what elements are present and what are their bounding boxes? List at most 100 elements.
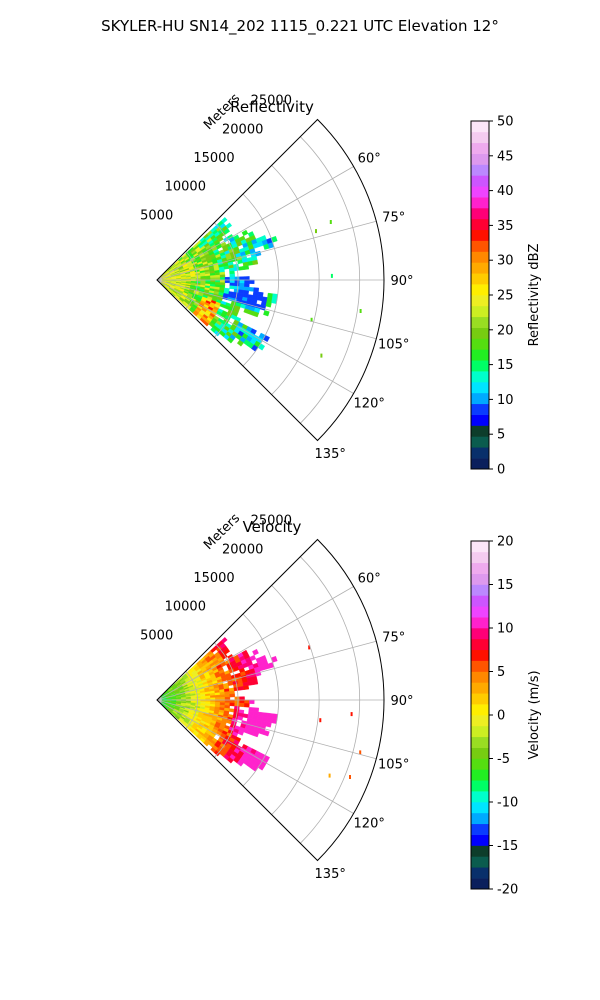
colorbar-tick-label: 20: [497, 323, 514, 338]
echo-cell: [247, 260, 254, 266]
colorbar-tick-label: -20: [497, 883, 518, 898]
colorbar-swatch: [471, 284, 489, 296]
colorbar-tick-label: -10: [497, 796, 518, 811]
echo-speck: [315, 229, 317, 234]
colorbar-swatch: [471, 382, 489, 394]
sector-frame: [156, 118, 385, 442]
echo-cell: [237, 715, 244, 721]
colorbar-swatch: [471, 425, 489, 437]
echo-speck: [320, 353, 323, 358]
colorbar-tick-label: 5: [497, 665, 505, 680]
colorbar-swatch: [471, 164, 489, 176]
echo-speck: [330, 273, 333, 278]
echo-cell: [252, 731, 260, 738]
colorbar-tick-label: 45: [497, 149, 514, 164]
colorbar-swatch: [471, 802, 489, 814]
colorbar-tick-label: 0: [497, 463, 505, 478]
azimuth-spoke: [156, 699, 354, 814]
echo-cell: [203, 320, 210, 327]
colorbar-swatch: [471, 834, 489, 846]
colorbar-swatch: [471, 638, 489, 651]
azimuth-tick-label: 135°: [315, 867, 346, 882]
azimuth-tick-label: 60°: [358, 572, 381, 587]
colorbar-swatch: [471, 229, 489, 241]
echo-speck: [350, 712, 353, 717]
colorbar-swatch: [471, 704, 489, 716]
range-tick-label: 10000: [165, 180, 206, 195]
echo-cell: [234, 696, 240, 701]
echo-speck: [328, 773, 331, 778]
echo-speck: [359, 309, 362, 313]
colorbar-swatch: [471, 305, 489, 318]
echo-cell: [214, 694, 221, 698]
echo-cell: [219, 277, 226, 281]
echo-cell: [219, 274, 226, 278]
colorbar-swatch: [471, 131, 489, 144]
colorbar-swatch: [471, 208, 489, 220]
colorbar-swatch: [471, 251, 489, 263]
range-tick-label: 20000: [222, 542, 263, 557]
echo-speck: [308, 645, 311, 650]
echo-cell: [263, 730, 270, 737]
colorbar-swatch: [471, 617, 489, 629]
colorbar-swatch: [471, 262, 489, 274]
range-tick-label: 5000: [140, 628, 173, 643]
echo-cell: [225, 222, 233, 229]
echo-cell: [239, 279, 245, 284]
colorbar-tick-label: 5: [497, 428, 505, 443]
echo-cell: [239, 696, 245, 701]
echo-cell: [237, 730, 244, 736]
azimuth-tick-label: 75°: [382, 211, 405, 226]
echo-cell: [244, 276, 250, 281]
echo-cell: [229, 702, 236, 707]
colorbar-tick-label: 10: [497, 393, 514, 408]
echo-cell: [252, 679, 259, 686]
echo-cell: [252, 259, 259, 266]
colorbar-swatch: [471, 295, 489, 307]
colorbar-swatch: [471, 371, 489, 383]
echo-speck: [359, 750, 362, 755]
echo-cell: [234, 279, 240, 284]
echo-cell: [234, 276, 240, 281]
colorbar-tick-label: 15: [497, 358, 514, 373]
azimuth-tick-label: 135°: [315, 447, 346, 462]
echo-cell: [224, 694, 231, 698]
echo-cell: [219, 697, 226, 701]
colorbar-swatch: [471, 121, 489, 133]
echo-cell: [219, 694, 226, 698]
azimuth-tick-label: 105°: [378, 337, 409, 352]
colorbar-swatch: [471, 715, 489, 727]
panel-velocity: Velocity500010000150002000025000Meters60…: [140, 511, 542, 898]
echo-cell: [265, 301, 272, 308]
echo-cell: [224, 276, 231, 281]
echo-cell: [229, 273, 236, 278]
azimuth-tick-label: 75°: [382, 631, 405, 646]
colorbar-swatch: [471, 436, 489, 448]
echo-cell: [241, 229, 249, 237]
echo-cell: [219, 699, 226, 703]
colorbar-swatch: [471, 338, 489, 350]
echo-cell: [214, 274, 221, 278]
colorbar-tick-label: 35: [497, 219, 514, 234]
colorbar-swatch: [471, 349, 489, 361]
colorbar: -20 -15 -10 -5 0 5 10 15 20 Velocity (m/s): [470, 535, 542, 898]
colorbar-swatch: [471, 725, 489, 738]
azimuth-spoke: [156, 699, 377, 760]
echo-cell: [252, 648, 259, 656]
range-tick-label: 15000: [193, 151, 234, 166]
echo-cell: [244, 279, 250, 284]
colorbar-swatch: [471, 747, 489, 759]
echo-cell: [243, 685, 250, 690]
echo-cell: [210, 275, 216, 279]
echo-cell: [221, 217, 228, 224]
echo-cell: [227, 756, 234, 764]
colorbar-tick-label: 25: [497, 289, 514, 304]
colorbar: 0 5 10 15 20 25 30 35 40 45 50 Reflectivity dBZ: [470, 115, 542, 478]
colorbar-label: Reflectivity dBZ: [527, 244, 542, 347]
colorbar-swatch: [471, 606, 489, 618]
colorbar-swatch: [471, 628, 489, 640]
echo-cell: [249, 699, 255, 705]
echo-speck: [319, 718, 322, 723]
azimuth-spoke: [156, 279, 354, 394]
colorbar-swatch: [471, 240, 489, 252]
